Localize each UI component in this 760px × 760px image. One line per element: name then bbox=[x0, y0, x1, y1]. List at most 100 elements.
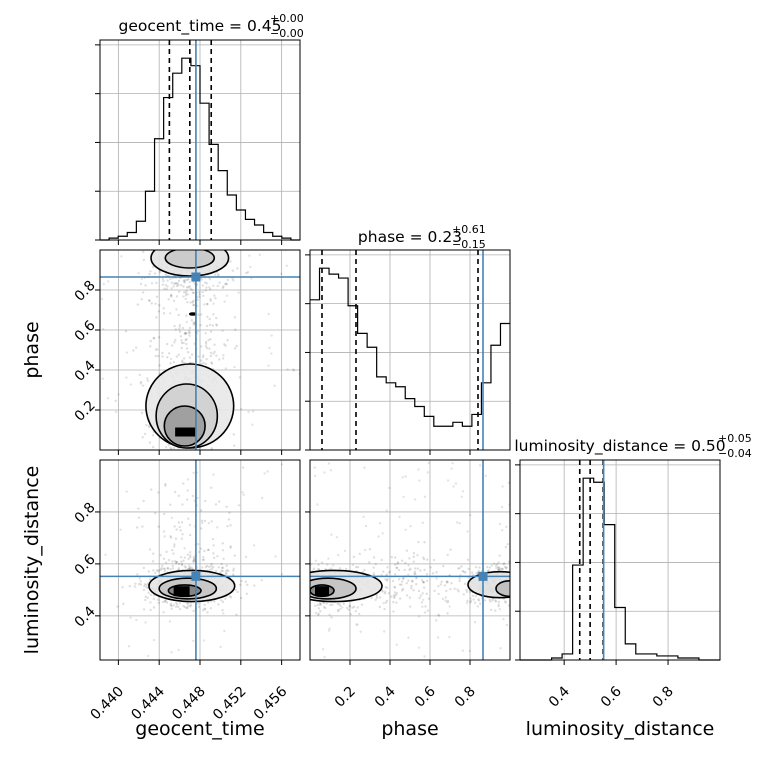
scatter-point bbox=[177, 494, 181, 498]
scatter-point bbox=[407, 579, 410, 582]
truth-marker bbox=[191, 571, 201, 581]
scatter-point bbox=[202, 294, 205, 298]
scatter-point bbox=[181, 326, 185, 330]
scatter-point bbox=[227, 569, 230, 573]
scatter-point bbox=[192, 454, 194, 456]
scatter-point bbox=[182, 290, 186, 294]
scatter-point bbox=[507, 604, 510, 607]
tick-label-y: 0.6 bbox=[72, 551, 99, 578]
scatter-point bbox=[316, 503, 319, 506]
scatter-point bbox=[392, 596, 396, 599]
truth-marker bbox=[478, 571, 488, 581]
scatter-point bbox=[405, 549, 409, 552]
scatter-point bbox=[164, 561, 168, 564]
scatter-point bbox=[157, 354, 160, 358]
scatter-point bbox=[270, 352, 273, 355]
scatter-point bbox=[263, 472, 266, 475]
scatter-point bbox=[423, 655, 426, 658]
scatter-point bbox=[458, 566, 461, 570]
scatter-point bbox=[169, 277, 172, 281]
scatter-point bbox=[387, 592, 390, 595]
scatter-point bbox=[177, 313, 180, 317]
scatter-point bbox=[186, 351, 190, 354]
scatter-point bbox=[424, 605, 427, 608]
scatter-point bbox=[144, 621, 147, 624]
scatter-point bbox=[136, 573, 139, 576]
scatter-point bbox=[320, 561, 324, 564]
scatter-point bbox=[203, 245, 205, 247]
scatter-point bbox=[208, 323, 212, 327]
scatter-point bbox=[158, 271, 162, 274]
scatter-point bbox=[393, 585, 396, 589]
scatter-point bbox=[294, 580, 296, 582]
scatter-point bbox=[444, 596, 447, 599]
scatter-point bbox=[214, 569, 218, 573]
scatter-point bbox=[499, 567, 502, 571]
scatter-point bbox=[304, 584, 306, 586]
title-luminosity-distance-plus: +0.05 bbox=[718, 432, 752, 445]
scatter-point bbox=[204, 332, 207, 335]
scatter-point bbox=[173, 559, 177, 563]
scatter-point bbox=[198, 447, 201, 450]
scatter-point bbox=[221, 600, 225, 604]
scatter-point bbox=[167, 352, 171, 355]
scatter-point bbox=[170, 344, 174, 347]
scatter-point bbox=[422, 556, 425, 559]
scatter-point bbox=[196, 329, 200, 333]
scatter-point bbox=[140, 298, 143, 301]
scatter-point bbox=[409, 605, 412, 608]
scatter-point bbox=[260, 496, 264, 500]
scatter-point bbox=[503, 562, 506, 565]
scatter-point bbox=[156, 348, 159, 351]
scatter-point bbox=[116, 605, 119, 608]
scatter-point bbox=[187, 331, 190, 335]
scatter-point bbox=[104, 553, 107, 556]
scatter-point bbox=[207, 601, 210, 604]
scatter-point bbox=[149, 270, 152, 273]
scatter-point bbox=[198, 295, 201, 299]
scatter-point bbox=[322, 601, 326, 604]
scatter-point bbox=[209, 330, 213, 333]
scatter-point bbox=[463, 582, 467, 586]
scatter-point bbox=[186, 286, 189, 289]
scatter-point bbox=[435, 571, 438, 574]
scatter-point bbox=[175, 528, 178, 531]
scatter-point bbox=[154, 571, 157, 575]
scatter-point bbox=[395, 566, 399, 569]
scatter-point bbox=[420, 578, 424, 582]
scatter-point bbox=[395, 591, 398, 595]
scatter-point bbox=[197, 313, 200, 317]
scatter-point bbox=[160, 564, 164, 567]
scatter-point bbox=[267, 364, 270, 367]
scatter-point bbox=[529, 573, 531, 575]
scatter-point bbox=[173, 490, 177, 494]
scatter-point bbox=[128, 584, 132, 588]
scatter-point bbox=[224, 570, 227, 573]
scatter-point bbox=[466, 558, 470, 562]
scatter-point bbox=[497, 603, 500, 606]
scatter-point bbox=[224, 367, 228, 370]
scatter-point bbox=[179, 246, 181, 248]
scatter-point bbox=[307, 581, 309, 583]
scatter-point bbox=[142, 250, 145, 254]
scatter-point bbox=[446, 599, 450, 603]
scatter-point bbox=[305, 588, 307, 590]
scatter-point bbox=[292, 603, 294, 605]
scatter-point bbox=[188, 567, 191, 571]
scatter-point bbox=[144, 284, 147, 287]
scatter-point bbox=[515, 574, 517, 576]
scatter-point bbox=[186, 247, 188, 249]
scatter-point bbox=[401, 476, 405, 479]
scatter-point bbox=[465, 590, 469, 594]
scatter-point bbox=[516, 589, 518, 591]
scatter-point bbox=[408, 568, 411, 572]
scatter-point bbox=[325, 602, 328, 605]
scatter-point bbox=[165, 550, 168, 554]
scatter-point bbox=[209, 452, 211, 454]
scatter-point bbox=[445, 580, 449, 583]
scatter-point bbox=[152, 569, 155, 572]
title-phase-plus: +0.61 bbox=[452, 223, 486, 236]
scatter-point bbox=[374, 598, 377, 602]
scatter-point bbox=[211, 324, 215, 327]
scatter-point bbox=[504, 545, 508, 549]
